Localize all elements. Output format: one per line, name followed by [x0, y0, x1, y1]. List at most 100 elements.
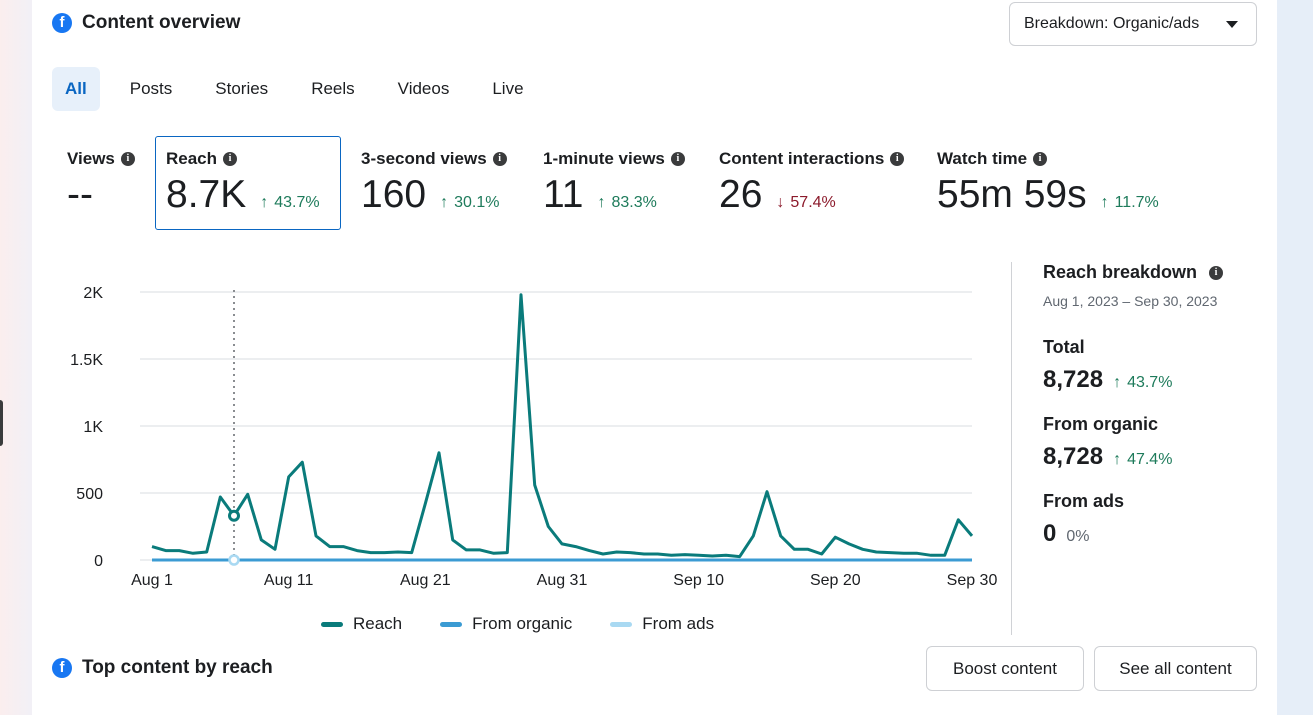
breakdown-value: 8,728	[1043, 443, 1104, 470]
metric-delta-value: 30.1%	[454, 194, 500, 211]
facebook-icon: f	[52, 13, 72, 33]
metric-delta: ↑ 11.7%	[1101, 194, 1159, 212]
x-tick-label: Sep 30	[947, 572, 998, 589]
metric-1-minute-views[interactable]: 1-minute views i 11 ↑ 83.3%	[543, 136, 685, 230]
x-tick-label: Aug 11	[264, 572, 314, 589]
x-tick-label: Sep 20	[810, 572, 861, 589]
vertical-divider	[1011, 262, 1012, 635]
y-tick-label: 1K	[83, 419, 103, 436]
legend-swatch	[610, 621, 633, 627]
metric-label: 3-second views	[361, 149, 487, 168]
info-icon[interactable]: i	[890, 152, 905, 166]
metric-delta-value: 43.7%	[274, 194, 320, 211]
metric-3-second-views[interactable]: 3-second views i 160 ↑ 30.1%	[361, 136, 507, 230]
arrow-up-icon: ↑	[1113, 451, 1122, 468]
metric-delta-value: 83.3%	[611, 194, 657, 211]
left-edge-handle	[0, 400, 3, 446]
info-icon[interactable]: i	[120, 152, 135, 166]
series-line-reach	[151, 293, 974, 559]
metric-label: Content interactions	[719, 149, 885, 168]
metric-delta-value: 57.4%	[790, 194, 836, 211]
arrow-up-icon: ↑	[440, 194, 449, 211]
x-tick-label: Sep 10	[673, 572, 724, 589]
tab-posts[interactable]: Posts	[129, 79, 173, 98]
tab-reels[interactable]: Reels	[311, 79, 355, 98]
metric-delta-value: 11.7%	[1114, 194, 1159, 211]
tab-stories[interactable]: Stories	[215, 79, 269, 98]
breakdown-delta-value: 43.7%	[1127, 374, 1173, 391]
metric-delta: ↑ 43.7%	[260, 194, 319, 212]
highlight-point-reach	[228, 509, 240, 522]
metric-delta: ↓ 57.4%	[776, 194, 835, 212]
metric-delta: ↑ 30.1%	[440, 194, 499, 212]
see-all-content-button[interactable]: See all content	[1094, 646, 1257, 691]
legend-item-reach[interactable]: Reach	[321, 614, 402, 634]
y-tick-label: 2K	[83, 285, 103, 302]
date-range: Aug 1, 2023 – Sep 30, 2023	[1043, 293, 1218, 309]
metric-value: 55m 59s	[937, 173, 1087, 216]
info-icon[interactable]: i	[1209, 265, 1224, 280]
content-overview-card: f Content overview Breakdown: Organic/ad…	[32, 0, 1277, 715]
page-title: Content overview	[82, 12, 241, 33]
breakdown-total: Total 8,728 ↑ 43.7%	[1043, 337, 1263, 394]
arrow-up-icon: ↑	[260, 194, 269, 211]
metric-value: 8.7K	[166, 173, 247, 216]
arrow-up-icon: ↑	[1113, 374, 1122, 391]
x-tick-label: Aug 21	[400, 572, 451, 589]
legend-item-from-organic[interactable]: From organic	[440, 614, 572, 634]
metric-label: Watch time	[937, 149, 1028, 168]
content-overview-header: f Content overview	[52, 12, 240, 34]
content-type-tabs: All Posts Stories Reels Videos Live	[52, 67, 554, 111]
info-icon[interactable]: i	[1033, 152, 1048, 166]
tab-all[interactable]: All	[52, 67, 100, 111]
breakdown-delta-value: 0%	[1066, 528, 1090, 545]
breakdown-label: From ads	[1043, 491, 1125, 511]
top-content-header: f Top content by reach	[52, 657, 273, 679]
breakdown-value: 0	[1043, 520, 1057, 547]
metric-views[interactable]: Views i --	[67, 136, 135, 230]
x-tick-label: Aug 1	[131, 572, 173, 589]
reach-line-chart[interactable]: 0 500 1K 1.5K 2K Aug 1 Aug 11 Aug 21 Aug 31 Sep 1…	[32, 260, 1007, 610]
arrow-down-icon: ↓	[776, 194, 785, 211]
breakdown-label: From organic	[1043, 414, 1159, 434]
tab-live[interactable]: Live	[492, 79, 524, 98]
metric-value: --	[67, 173, 93, 216]
metric-label: 1-minute views	[543, 149, 665, 168]
metric-value: 11	[543, 173, 584, 216]
metric-delta: ↑ 83.3%	[598, 194, 657, 212]
facebook-icon: f	[52, 658, 72, 678]
y-tick-label: 1.5K	[70, 352, 103, 369]
y-tick-label: 500	[76, 486, 103, 503]
breakdown-dropdown[interactable]: Breakdown: Organic/ads	[1009, 2, 1257, 46]
arrow-up-icon: ↑	[1100, 194, 1109, 211]
breakdown-delta: ↑ 43.7%	[1113, 374, 1172, 392]
info-icon[interactable]: i	[670, 152, 685, 166]
legend-label: From organic	[472, 614, 573, 633]
tab-videos[interactable]: Videos	[397, 79, 450, 98]
legend-item-from-ads[interactable]: From ads	[610, 614, 714, 634]
reach-breakdown-title: Reach breakdown i	[1043, 262, 1263, 283]
caret-down-icon	[1226, 21, 1238, 28]
metric-watch-time[interactable]: Watch time i 55m 59s ↑ 11.7%	[937, 136, 1159, 230]
y-tick-label: 0	[94, 553, 103, 570]
metric-content-interactions[interactable]: Content interactions i 26 ↓ 57.4%	[719, 136, 905, 230]
breakdown-label: Total	[1043, 337, 1085, 357]
info-icon[interactable]: i	[492, 152, 507, 166]
reach-breakdown-panel: Reach breakdown i Aug 1, 2023 – Sep 30, …	[1043, 262, 1263, 548]
arrow-up-icon: ↑	[597, 194, 606, 211]
legend-label: Reach	[353, 614, 403, 633]
chart-legend: Reach From organic From ads	[321, 614, 714, 634]
legend-swatch	[440, 621, 463, 627]
metric-label: Views	[67, 149, 115, 168]
breakdown-value: 8,728	[1043, 366, 1104, 393]
highlight-point-from-ads	[228, 554, 240, 566]
breakdown-from-organic: From organic 8,728 ↑ 47.4%	[1043, 414, 1263, 471]
reach-breakdown-title-text: Reach breakdown	[1043, 262, 1198, 282]
boost-content-button[interactable]: Boost content	[926, 646, 1084, 691]
x-tick-label: Aug 31	[537, 572, 588, 589]
legend-label: From ads	[642, 614, 715, 633]
info-icon[interactable]: i	[223, 152, 238, 166]
metric-reach[interactable]: Reach i 8.7K ↑ 43.7%	[155, 136, 341, 230]
breakdown-delta: ↑ 47.4%	[1113, 451, 1172, 469]
legend-swatch	[321, 621, 343, 627]
